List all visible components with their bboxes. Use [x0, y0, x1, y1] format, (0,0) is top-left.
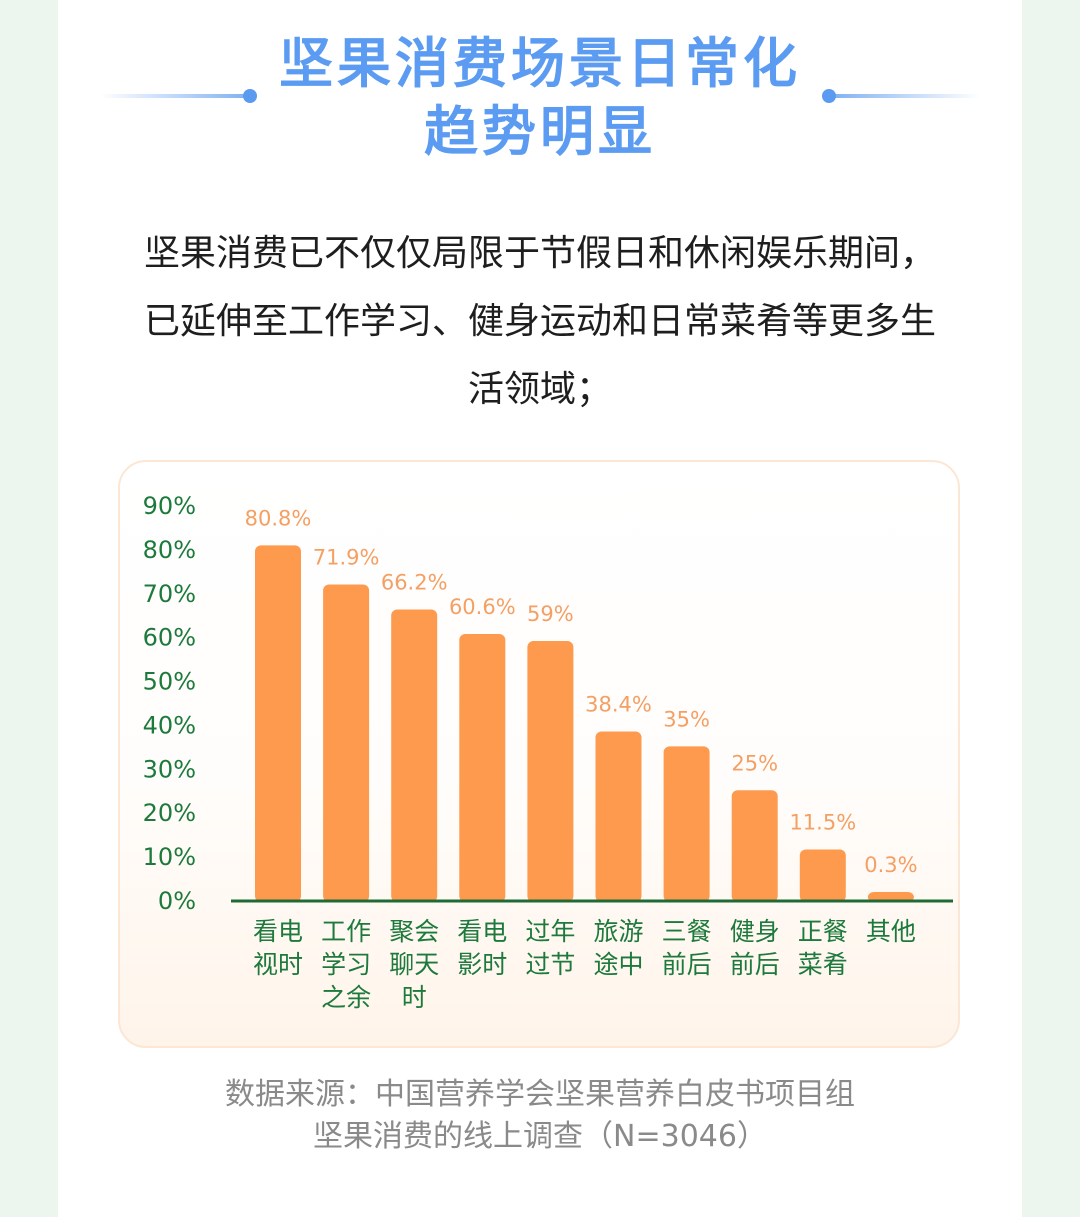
- x-axis-category-label: 前后: [662, 950, 712, 979]
- intro-text-line-3: 活领域；: [467, 369, 612, 410]
- bar: [391, 609, 438, 902]
- x-axis-category-label: 影时: [457, 950, 507, 979]
- source-note-line-2: 坚果消费的线上调查（N=3046）: [313, 1119, 767, 1154]
- y-axis-tick-label: 40%: [143, 711, 196, 739]
- x-axis-category-label: 之余: [321, 983, 371, 1012]
- y-axis-tick-label: 90%: [143, 492, 196, 520]
- y-axis-tick-label: 50%: [143, 668, 196, 696]
- y-axis-tick-label: 60%: [143, 624, 196, 652]
- x-axis-category-label: 旅游: [593, 917, 643, 946]
- x-axis-category-label: 看电: [253, 917, 303, 946]
- x-axis-category-label: 看电: [457, 917, 507, 946]
- bar: [799, 849, 846, 902]
- bar-value-label: 60.6%: [449, 595, 516, 619]
- intro-text-line-1: 坚果消费已不仅仅局限于节假日和休闲娱乐期间，: [143, 233, 936, 274]
- bar-value-label: 80.8%: [245, 506, 312, 530]
- x-axis-category-label: 聊天: [389, 950, 439, 979]
- bar: [595, 731, 642, 902]
- x-axis-category-label: 视时: [253, 950, 303, 979]
- intro-text-line-2: 已延伸至工作学习、健身运动和日常菜肴等更多生: [143, 301, 936, 342]
- y-axis-tick-label: 70%: [143, 580, 196, 608]
- x-axis-category-label: 聚会: [389, 917, 439, 946]
- x-axis-category-label: 过节: [525, 950, 575, 979]
- y-axis-tick-label: 30%: [143, 755, 196, 783]
- x-axis-category-label: 健身: [730, 917, 780, 946]
- bar: [255, 545, 301, 902]
- bar: [731, 790, 778, 902]
- y-axis-tick-label: 10%: [143, 843, 196, 871]
- x-axis-category-label: 学习: [321, 950, 371, 979]
- page-title-line-1: 坚果消费场景日常化: [279, 32, 801, 95]
- bar-value-label: 25%: [731, 751, 778, 775]
- x-axis-category-label: 三餐: [662, 917, 712, 946]
- title-decoration-left-line: [100, 94, 250, 98]
- page-title-line-2: 趋势明显: [424, 100, 656, 163]
- bar-value-label: 71.9%: [313, 545, 380, 569]
- bar: [663, 746, 710, 902]
- x-axis-category-label: 其他: [866, 917, 916, 946]
- x-axis-category-label: 工作: [321, 917, 371, 946]
- x-axis-category-label: 过年: [525, 917, 575, 946]
- bar: [527, 641, 574, 902]
- bar: [323, 584, 370, 902]
- bar-value-label: 38.4%: [585, 692, 652, 716]
- bar: [459, 634, 506, 902]
- x-axis-category-label: 正餐: [798, 917, 848, 946]
- y-axis-tick-label: 20%: [143, 799, 196, 827]
- x-axis-category-label: 菜肴: [798, 950, 848, 979]
- bar-value-label: 66.2%: [381, 570, 448, 594]
- bar-value-label: 11.5%: [789, 811, 856, 835]
- bar-value-label: 0.3%: [864, 853, 917, 877]
- title-decoration-left-dot: [243, 89, 257, 103]
- title-decoration-right-dot: [822, 89, 836, 103]
- x-axis-category-label: 时: [402, 983, 427, 1012]
- bar-value-label: 59%: [527, 602, 574, 626]
- x-axis-category-label: 途中: [593, 950, 643, 979]
- y-axis-tick-label: 80%: [143, 536, 196, 564]
- title-decoration-right-line: [830, 94, 980, 98]
- bar-value-label: 35%: [663, 707, 710, 731]
- y-axis-tick-label: 0%: [158, 887, 196, 915]
- source-note-line-1: 数据来源：中国营养学会坚果营养白皮书项目组: [225, 1077, 855, 1112]
- x-axis-category-label: 前后: [730, 950, 780, 979]
